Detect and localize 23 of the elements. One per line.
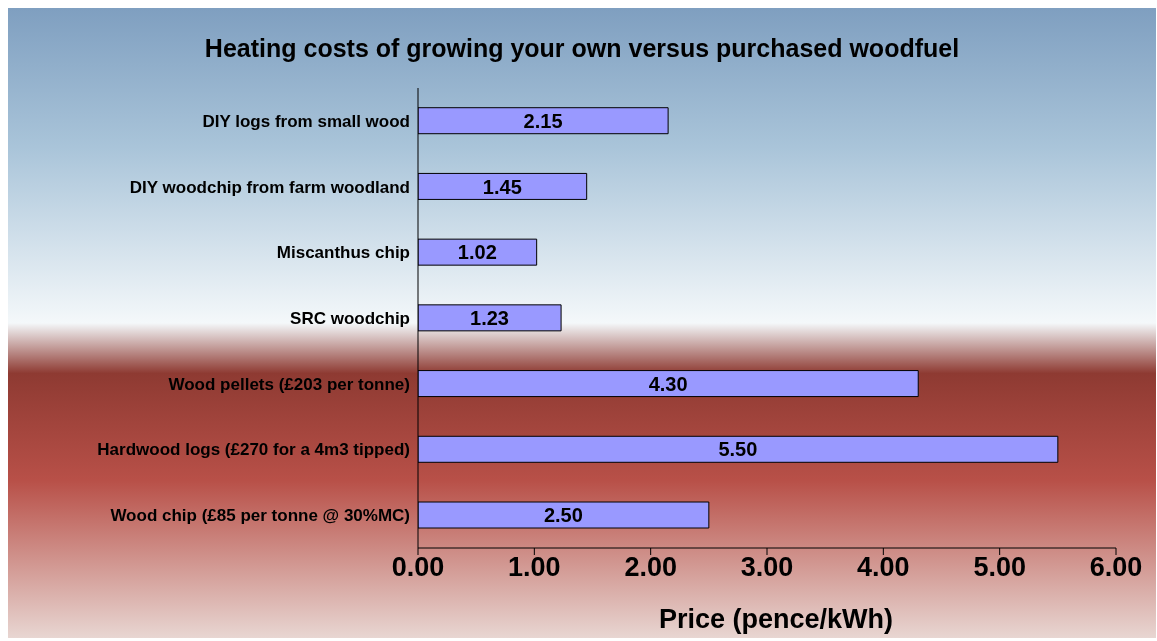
x-tick-label: 2.00 (624, 552, 677, 583)
y-tick-label: Wood pellets (£203 per tonne) (168, 374, 410, 394)
y-tick-label: Wood chip (£85 per tonne @ 30%MC) (110, 506, 410, 526)
chart-title: Heating costs of growing your own versus purchased woodfuel (203, 33, 961, 64)
x-tick-label: 0.00 (391, 552, 445, 583)
data-label: 1.23 (470, 306, 510, 329)
y-tick-label: SRC woodchip (290, 309, 410, 329)
y-tick-label: DIY woodchip from farm woodland (129, 177, 410, 197)
x-tick-label: 5.00 (973, 552, 1026, 583)
data-label: 2.15 (523, 109, 563, 132)
data-label: 1.02 (457, 241, 497, 264)
x-tick-label: 4.00 (857, 552, 910, 583)
y-tick-label: Miscanthus chip (276, 243, 410, 263)
y-tick-label: DIY logs from small wood (202, 111, 410, 131)
data-label: 1.45 (482, 175, 522, 198)
x-axis-title: Price (pence/kWh) (657, 604, 895, 635)
y-tick-label: Hardwood logs (£270 for a 4m3 tipped) (97, 440, 410, 460)
data-label: 2.50 (543, 504, 583, 527)
x-tick-label: 1.00 (508, 552, 561, 583)
x-tick-label: 6.00 (1089, 552, 1143, 583)
data-label: 5.50 (718, 438, 758, 461)
data-label: 4.30 (648, 372, 688, 395)
x-tick-label: 3.00 (740, 552, 794, 583)
